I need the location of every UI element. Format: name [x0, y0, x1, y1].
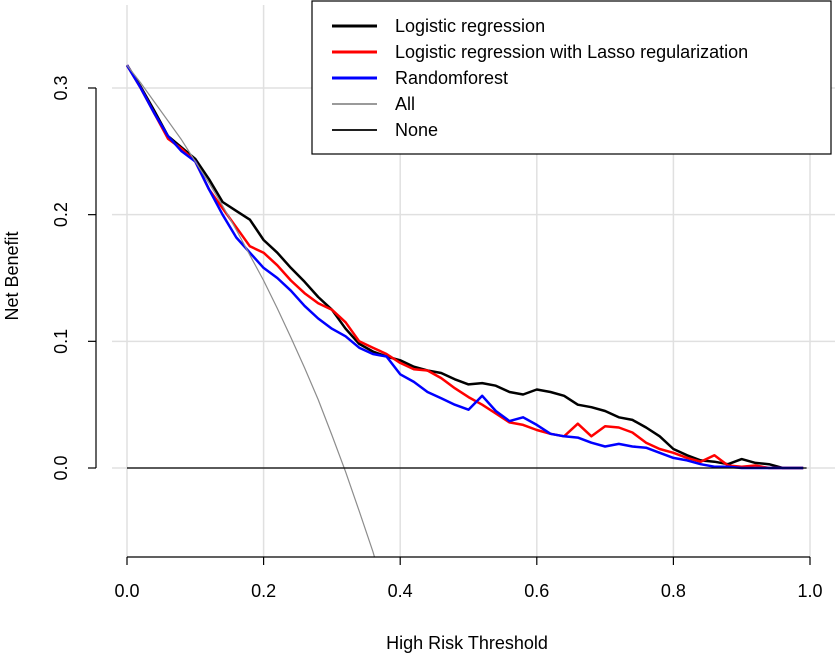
- x-axis: 0.0 0.2 0.4 0.6 0.8 1.0 High Risk Threshold: [114, 556, 823, 653]
- legend-label-all: All: [395, 94, 415, 114]
- legend-label-logistic-regression: Logistic regression: [395, 16, 545, 36]
- x-tick-label-2: 0.4: [388, 581, 413, 601]
- legend-label-logistic-regression-with-lasso-regularization: Logistic regression with Lasso regulariz…: [395, 42, 748, 62]
- series-line-logistic-regression-with-lasso-regularization: [125, 64, 804, 470]
- series-line-logistic-regression: [125, 64, 804, 470]
- y-tick-label-2: 0.2: [51, 202, 71, 227]
- y-axis: 0.0 0.1 0.2 0.3 Net Benefit: [2, 75, 97, 481]
- x-tick-label-4: 0.8: [661, 581, 686, 601]
- x-tick-label-0: 0.0: [114, 581, 139, 601]
- x-tick-label-5: 1.0: [797, 581, 822, 601]
- legend: Logistic regression Logistic regression w…: [311, 0, 832, 155]
- y-axis-label: Net Benefit: [2, 231, 22, 320]
- y-tick-label-0: 0.0: [51, 455, 71, 480]
- legend-label-randomforest: Randomforest: [395, 68, 508, 88]
- x-tick-label-3: 0.6: [524, 581, 549, 601]
- series-line-randomforest: [125, 64, 804, 470]
- y-tick-label-1: 0.1: [51, 329, 71, 354]
- y-tick-label-3: 0.3: [51, 75, 71, 100]
- x-axis-label: High Risk Threshold: [386, 633, 548, 653]
- x-tick-label-1: 0.2: [251, 581, 276, 601]
- legend-label-none: None: [395, 120, 438, 140]
- series-lines: [125, 64, 807, 557]
- legend-box: [311, 0, 832, 155]
- series-line-all: [126, 64, 375, 557]
